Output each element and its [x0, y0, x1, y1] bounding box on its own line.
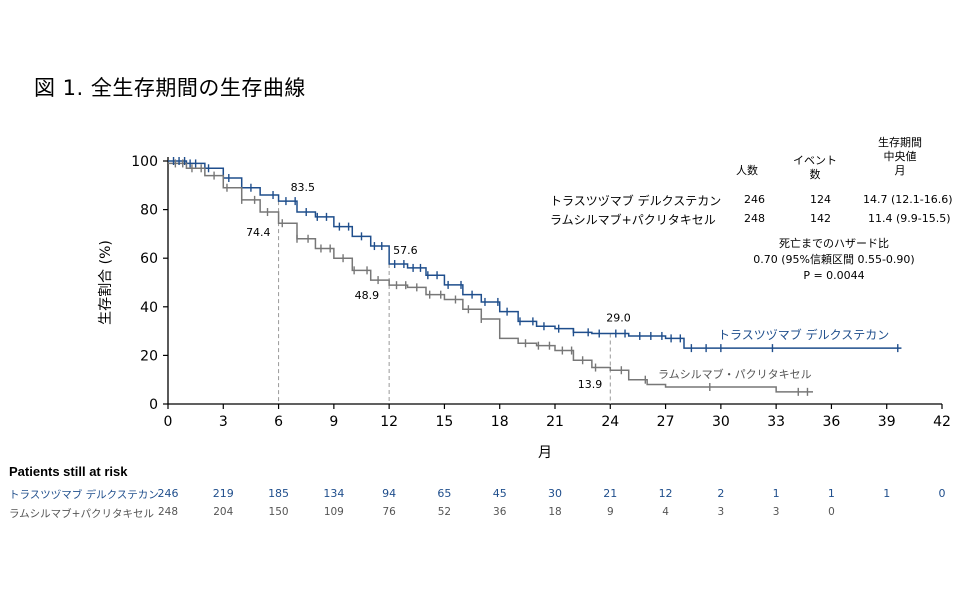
legend-header-events: イベント 数 — [793, 154, 837, 181]
x-tick-label: 36 — [823, 414, 841, 430]
survival-line-td — [168, 160, 902, 349]
x-tick-label: 24 — [601, 414, 619, 430]
data-label: 13.9 — [578, 378, 603, 391]
risk-value: 65 — [437, 487, 452, 500]
hazard-line-3: P = 0.0044 — [803, 269, 865, 282]
legend-header-n: 人数 — [736, 164, 758, 177]
legend-row-td-n: 246 — [744, 193, 765, 206]
legend-row-ram-name: ラムシルマブ+パクリタキセル — [550, 213, 716, 227]
y-tick-label: 60 — [140, 251, 158, 267]
legend-row-ram-events: 142 — [810, 212, 831, 225]
x-tick-label: 39 — [878, 414, 896, 430]
data-label: 83.5 — [291, 181, 316, 194]
risk-value: 18 — [548, 506, 562, 518]
y-tick-label: 20 — [140, 348, 158, 364]
y-tick-label: 0 — [149, 397, 158, 413]
x-tick-label: 33 — [767, 414, 785, 430]
legend-row-td-events: 124 — [810, 193, 831, 206]
risk-value: 9 — [606, 506, 614, 518]
x-tick-label: 15 — [436, 414, 454, 430]
risk-value: 3 — [717, 506, 725, 518]
risk-value: 134 — [323, 487, 345, 500]
series-label-ram: ラムシルマブ・パクリタキセル — [658, 367, 812, 381]
risk-value: 185 — [268, 487, 290, 500]
risk-value: 3 — [772, 506, 780, 518]
risk-value: 4 — [662, 506, 669, 518]
risk-value: 21 — [603, 487, 618, 500]
x-tick-label: 0 — [164, 414, 173, 430]
x-tick-label: 27 — [657, 414, 675, 430]
x-tick-label: 42 — [933, 414, 951, 430]
risk-row-ram-label: ラムシルマブ+パクリタキセル — [9, 508, 154, 520]
risk-value: 30 — [548, 487, 562, 500]
data-label: 29.0 — [606, 312, 631, 325]
risk-value: 1 — [772, 487, 780, 500]
x-tick-label: 12 — [380, 414, 398, 430]
risk-value: 109 — [323, 506, 344, 518]
risk-row-td-label: トラスツヅマブ デルクステカン — [9, 489, 159, 501]
risk-value: 94 — [382, 487, 397, 500]
data-label: 74.4 — [246, 226, 271, 239]
legend-row-ram-n: 248 — [744, 212, 765, 225]
risk-value: 0 — [828, 506, 835, 518]
risk-value: 52 — [437, 506, 452, 518]
x-tick-label: 3 — [219, 414, 228, 430]
data-label: 57.6 — [393, 244, 418, 257]
risk-value: 36 — [493, 506, 507, 518]
risk-value: 76 — [382, 506, 396, 518]
y-tick-label: 100 — [131, 154, 158, 170]
legend-row-td-median: 14.7 (12.1-16.6) — [863, 193, 953, 206]
risk-value: 12 — [658, 487, 673, 500]
y-axis-label: 生存割合 (%) — [97, 240, 114, 325]
risk-value: 1 — [883, 487, 891, 500]
hazard-line-1: 死亡までのハザード比 — [779, 237, 889, 250]
x-tick-label: 6 — [274, 414, 283, 430]
x-tick-label: 30 — [712, 414, 730, 430]
survival-line-ram — [168, 162, 813, 393]
y-tick-label: 40 — [140, 300, 158, 316]
risk-value: 0 — [938, 487, 946, 500]
risk-value: 204 — [213, 506, 234, 518]
legend-row-ram-median: 11.4 (9.9-15.5) — [868, 212, 951, 225]
risk-value: 246 — [157, 487, 179, 500]
x-tick-label: 9 — [329, 414, 338, 430]
figure-title: 図 1. 全生存期間の生存曲線 — [34, 76, 306, 100]
survival-lines — [168, 160, 902, 393]
x-axis-label: 月 — [538, 445, 552, 461]
series-label-td: トラスツヅマブ デルクステカン — [718, 327, 889, 342]
x-tick-label: 21 — [546, 414, 564, 430]
risk-value: 248 — [157, 506, 179, 518]
hazard-ratio-block: 死亡までのハザード比 0.70 (95%信頼区間 0.55-0.90) P = … — [748, 236, 920, 284]
chart-axes: 0 3 6 9 12 15 18 21 24 27 30 33 36 39 42020406080100月生… — [97, 154, 951, 461]
x-tick-label: 18 — [491, 414, 509, 430]
risk-value: 45 — [492, 487, 507, 500]
data-label: 48.9 — [355, 289, 380, 302]
guide-lines — [278, 201, 611, 404]
risk-value: 150 — [268, 506, 289, 518]
hazard-line-2: 0.70 (95%信頼区間 0.55-0.90) — [753, 253, 915, 266]
risk-value: 1 — [827, 487, 835, 500]
legend-row-td-name: トラスツヅマブ デルクステカン — [550, 194, 722, 208]
legend-header-median: 生存期間 中央値 月 — [878, 136, 922, 177]
censor-marks — [172, 157, 899, 396]
risk-value: 219 — [212, 487, 234, 500]
y-tick-label: 80 — [140, 203, 158, 219]
risk-value: 2 — [717, 487, 725, 500]
risk-table-title: Patients still at risk — [9, 464, 128, 479]
